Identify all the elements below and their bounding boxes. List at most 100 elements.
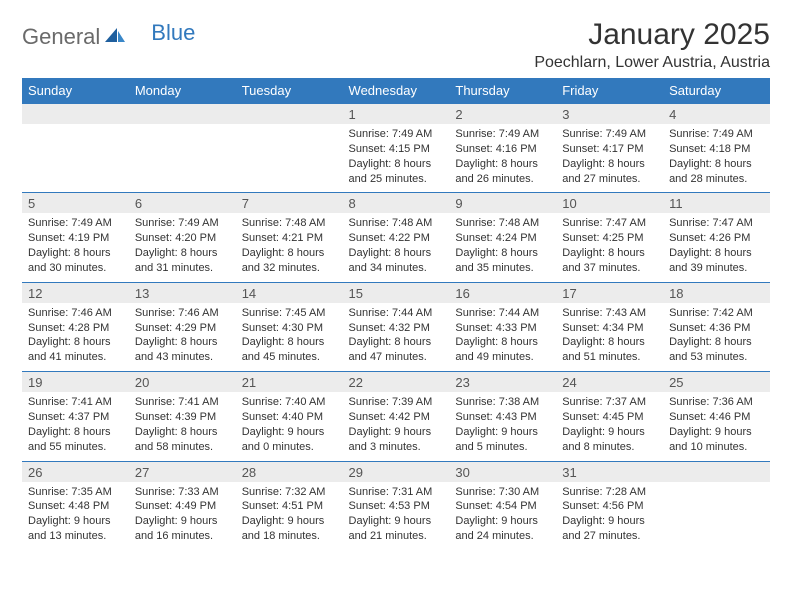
week-detail-row: Sunrise: 7:49 AMSunset: 4:15 PMDaylight:… — [22, 124, 770, 193]
day-detail-cell: Sunrise: 7:43 AMSunset: 4:34 PMDaylight:… — [556, 303, 663, 372]
day-number-cell: 1 — [343, 104, 450, 125]
daylight-line: Daylight: 8 hours and 27 minutes. — [562, 157, 657, 187]
week-daynum-row: 567891011 — [22, 193, 770, 214]
day-detail-cell: Sunrise: 7:48 AMSunset: 4:22 PMDaylight:… — [343, 213, 450, 282]
day-detail-cell: Sunrise: 7:41 AMSunset: 4:37 PMDaylight:… — [22, 392, 129, 461]
day-detail-cell: Sunrise: 7:28 AMSunset: 4:56 PMDaylight:… — [556, 482, 663, 550]
day-number-cell: 29 — [343, 461, 450, 482]
sunrise-line: Sunrise: 7:49 AM — [28, 216, 123, 231]
sunset-line: Sunset: 4:18 PM — [669, 142, 764, 157]
sunrise-line: Sunrise: 7:49 AM — [349, 127, 444, 142]
day-detail-cell: Sunrise: 7:47 AMSunset: 4:25 PMDaylight:… — [556, 213, 663, 282]
day-number-cell: 13 — [129, 282, 236, 303]
week-detail-row: Sunrise: 7:35 AMSunset: 4:48 PMDaylight:… — [22, 482, 770, 550]
day-header: Saturday — [663, 78, 770, 104]
day-number-cell — [22, 104, 129, 125]
sunset-line: Sunset: 4:43 PM — [455, 410, 550, 425]
day-detail-cell — [663, 482, 770, 550]
day-detail-cell: Sunrise: 7:49 AMSunset: 4:15 PMDaylight:… — [343, 124, 450, 193]
sunset-line: Sunset: 4:56 PM — [562, 499, 657, 514]
day-detail-cell: Sunrise: 7:30 AMSunset: 4:54 PMDaylight:… — [449, 482, 556, 550]
sunset-line: Sunset: 4:36 PM — [669, 321, 764, 336]
sunrise-line: Sunrise: 7:32 AM — [242, 485, 337, 500]
day-header: Thursday — [449, 78, 556, 104]
sunset-line: Sunset: 4:42 PM — [349, 410, 444, 425]
sunset-line: Sunset: 4:28 PM — [28, 321, 123, 336]
sunrise-line: Sunrise: 7:49 AM — [669, 127, 764, 142]
day-detail-cell: Sunrise: 7:37 AMSunset: 4:45 PMDaylight:… — [556, 392, 663, 461]
day-number-cell: 30 — [449, 461, 556, 482]
calendar-table: Sunday Monday Tuesday Wednesday Thursday… — [22, 78, 770, 550]
daylight-line: Daylight: 9 hours and 21 minutes. — [349, 514, 444, 544]
day-number-cell: 20 — [129, 372, 236, 393]
day-number-cell — [663, 461, 770, 482]
daylight-line: Daylight: 8 hours and 32 minutes. — [242, 246, 337, 276]
week-detail-row: Sunrise: 7:46 AMSunset: 4:28 PM Daylight:… — [22, 303, 770, 372]
sunrise-line: Sunrise: 7:49 AM — [562, 127, 657, 142]
logo-sail-icon — [103, 24, 127, 50]
location: Poechlarn, Lower Austria, Austria — [534, 54, 770, 72]
sunset-line: Sunset: 4:33 PM — [455, 321, 550, 336]
week-daynum-row: 19202122232425 — [22, 372, 770, 393]
day-number-cell — [236, 104, 343, 125]
week-daynum-row: 12131415161718 — [22, 282, 770, 303]
day-detail-cell: Sunrise: 7:49 AMSunset: 4:19 PMDaylight:… — [22, 213, 129, 282]
sunset-line: Sunset: 4:26 PM — [669, 231, 764, 246]
daylight-line: Daylight: 9 hours and 24 minutes. — [455, 514, 550, 544]
sunrise-line: Sunrise: 7:28 AM — [562, 485, 657, 500]
day-number-cell — [129, 104, 236, 125]
day-detail-cell: Sunrise: 7:47 AMSunset: 4:26 PMDaylight:… — [663, 213, 770, 282]
sunset-line: Sunset: 4:17 PM — [562, 142, 657, 157]
week-detail-row: Sunrise: 7:49 AMSunset: 4:19 PMDaylight:… — [22, 213, 770, 282]
daylight-line: Daylight: 8 hours and 34 minutes. — [349, 246, 444, 276]
day-detail-cell: Sunrise: 7:44 AMSunset: 4:32 PMDaylight:… — [343, 303, 450, 372]
sunset-line: Sunset: 4:49 PM — [135, 499, 230, 514]
day-detail-cell — [22, 124, 129, 193]
day-number-cell: 28 — [236, 461, 343, 482]
sunrise-line: Sunrise: 7:46 AM — [28, 306, 123, 321]
sunset-line: Sunset: 4:22 PM — [349, 231, 444, 246]
daylight-line: Daylight: 8 hours and 53 minutes. — [669, 335, 764, 365]
sunset-line: Sunset: 4:32 PM — [349, 321, 444, 336]
day-header: Monday — [129, 78, 236, 104]
daylight-line: Daylight: 8 hours and 35 minutes. — [455, 246, 550, 276]
day-header: Tuesday — [236, 78, 343, 104]
sunrise-line: Sunrise: 7:49 AM — [135, 216, 230, 231]
day-number-cell: 17 — [556, 282, 663, 303]
day-header-row: Sunday Monday Tuesday Wednesday Thursday… — [22, 78, 770, 104]
sunset-line: Sunset: 4:37 PM — [28, 410, 123, 425]
day-detail-cell: Sunrise: 7:32 AMSunset: 4:51 PMDaylight:… — [236, 482, 343, 550]
daylight-line: Daylight: 8 hours and 25 minutes. — [349, 157, 444, 187]
sunset-line: Sunset: 4:53 PM — [349, 499, 444, 514]
sunrise-line: Sunrise: 7:48 AM — [455, 216, 550, 231]
sunrise-line: Sunrise: 7:30 AM — [455, 485, 550, 500]
day-number-cell: 7 — [236, 193, 343, 214]
day-number-cell: 6 — [129, 193, 236, 214]
day-detail-cell: Sunrise: 7:49 AMSunset: 4:18 PMDaylight:… — [663, 124, 770, 193]
day-header: Sunday — [22, 78, 129, 104]
day-detail-cell: Sunrise: 7:31 AMSunset: 4:53 PMDaylight:… — [343, 482, 450, 550]
day-number-cell: 21 — [236, 372, 343, 393]
day-detail-cell: Sunrise: 7:41 AMSunset: 4:39 PMDaylight:… — [129, 392, 236, 461]
daylight-line: Daylight: 8 hours and 58 minutes. — [135, 425, 230, 455]
day-number-cell: 31 — [556, 461, 663, 482]
day-number-cell: 2 — [449, 104, 556, 125]
sunrise-line: Sunrise: 7:33 AM — [135, 485, 230, 500]
day-detail-cell: Sunrise: 7:46 AMSunset: 4:29 PMDaylight:… — [129, 303, 236, 372]
daylight-line: Daylight: 9 hours and 0 minutes. — [242, 425, 337, 455]
day-header: Wednesday — [343, 78, 450, 104]
sunrise-line: Sunrise: 7:40 AM — [242, 395, 337, 410]
day-number-cell: 22 — [343, 372, 450, 393]
calendar-page: General Blue January 2025 Poechlarn, Low… — [0, 0, 792, 550]
sunset-line: Sunset: 4:39 PM — [135, 410, 230, 425]
day-number-cell: 10 — [556, 193, 663, 214]
sunrise-line: Sunrise: 7:42 AM — [669, 306, 764, 321]
day-number-cell: 8 — [343, 193, 450, 214]
day-detail-cell: Sunrise: 7:49 AMSunset: 4:20 PMDaylight:… — [129, 213, 236, 282]
daylight-line: Daylight: 9 hours and 8 minutes. — [562, 425, 657, 455]
daylight-line: Daylight: 9 hours and 5 minutes. — [455, 425, 550, 455]
day-number-cell: 27 — [129, 461, 236, 482]
sunset-line: Sunset: 4:30 PM — [242, 321, 337, 336]
daylight-line: Daylight: 9 hours and 3 minutes. — [349, 425, 444, 455]
day-number-cell: 9 — [449, 193, 556, 214]
